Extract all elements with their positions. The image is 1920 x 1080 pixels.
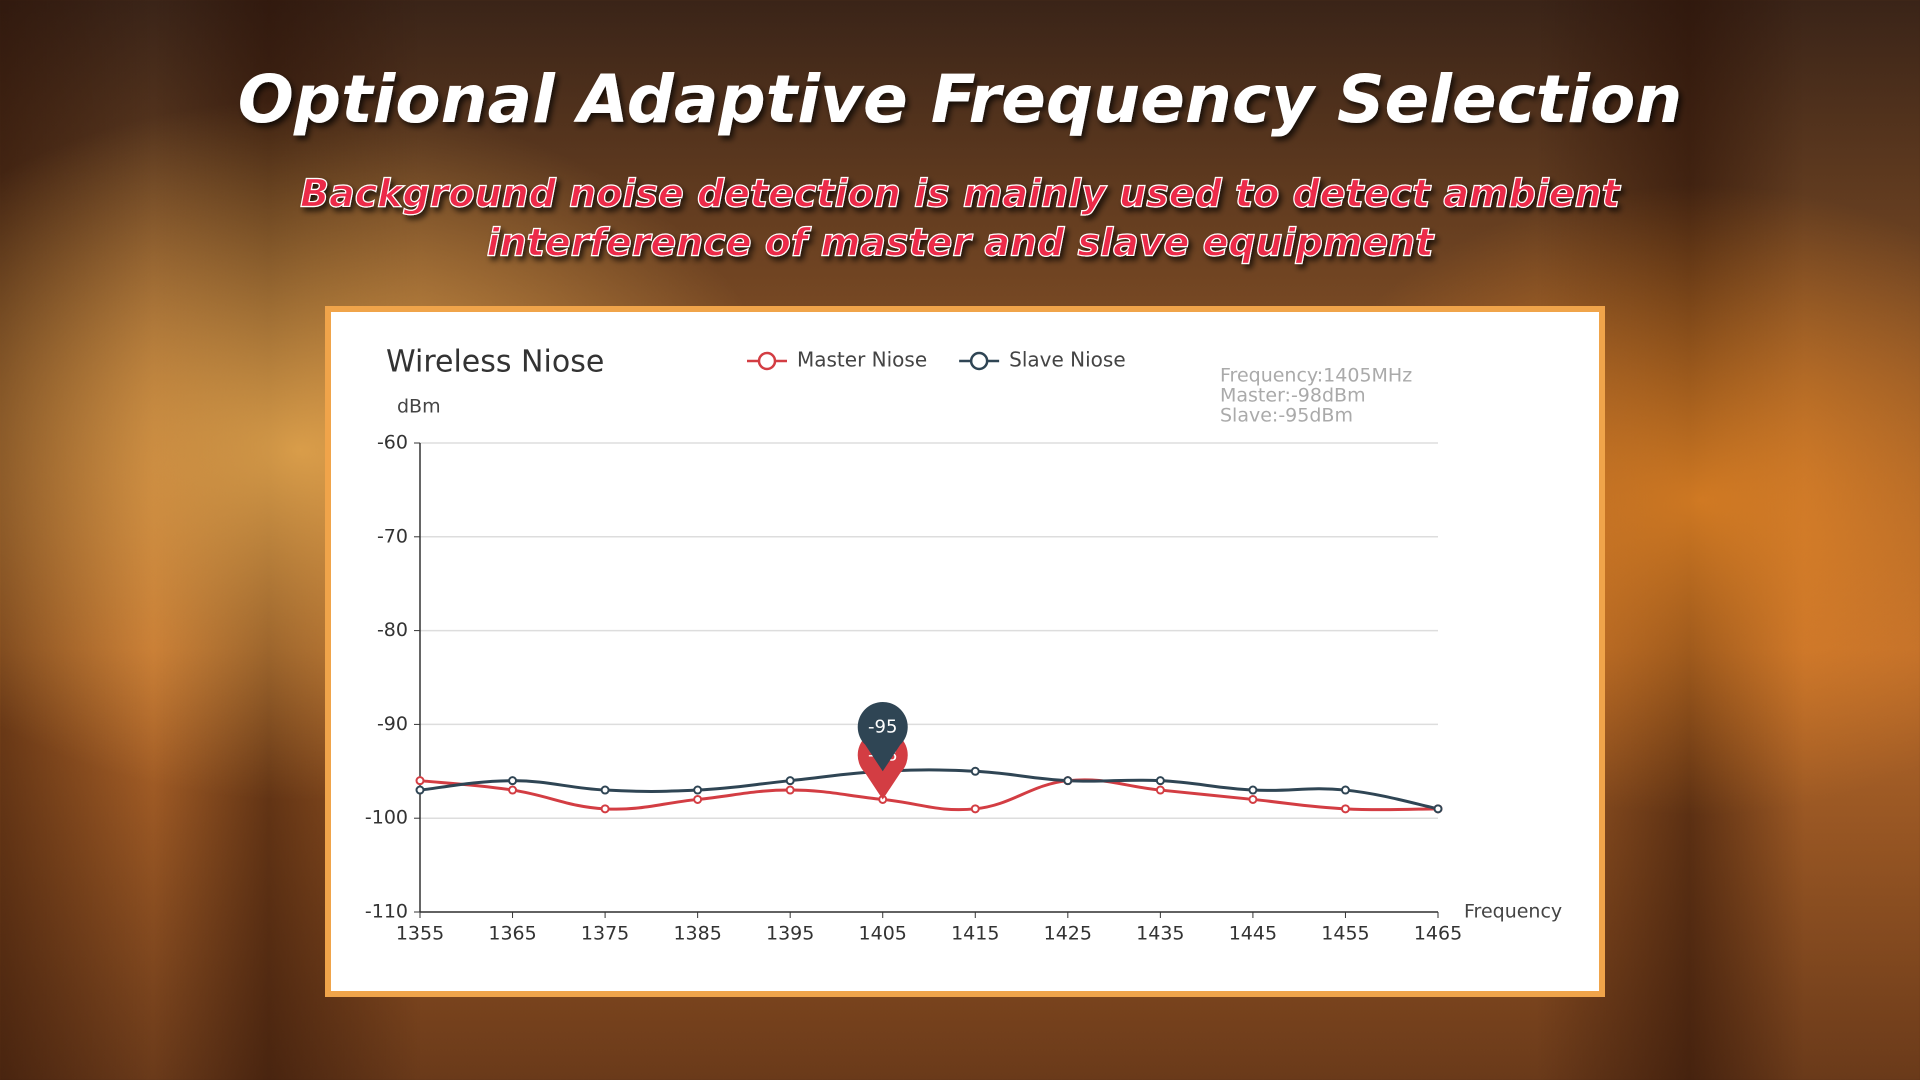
x-tick-label: 1375 — [581, 923, 629, 945]
chart-panel — [325, 306, 1605, 997]
point — [1248, 785, 1258, 795]
point — [693, 794, 703, 804]
point — [970, 804, 980, 814]
y-tick-label: -80 — [377, 619, 408, 641]
point — [415, 776, 425, 786]
series-line — [419, 778, 1439, 812]
legend-label: Master Niose — [797, 348, 927, 372]
point — [600, 804, 610, 814]
x-tick-label: 1355 — [396, 923, 444, 945]
x-tick-label: 1445 — [1229, 923, 1277, 945]
y-tick-label: -70 — [377, 525, 408, 547]
point — [1248, 794, 1258, 804]
legend-marker — [969, 351, 989, 371]
point — [508, 776, 518, 786]
x-tick-label: 1435 — [1136, 923, 1184, 945]
x-axis-label: Frequency — [1464, 901, 1562, 923]
point — [415, 785, 425, 795]
legend-marker — [757, 351, 777, 371]
x-tick-label: 1425 — [1044, 923, 1092, 945]
x-tick-label: 1465 — [1414, 923, 1462, 945]
tooltip-line: Master:-98dBm — [1220, 385, 1366, 407]
x-tick-label: 1415 — [951, 923, 999, 945]
point — [785, 785, 795, 795]
point — [1340, 804, 1350, 814]
x-tick-label: 1405 — [859, 923, 907, 945]
y-tick-label: -110 — [365, 901, 408, 923]
x-tick-label: 1395 — [766, 923, 814, 945]
tooltip-line: Slave:-95dBm — [1220, 405, 1353, 427]
tooltip-line: Frequency:1405MHz — [1220, 365, 1412, 387]
point — [1155, 776, 1165, 786]
point — [1433, 804, 1443, 814]
pin-label: -95 — [868, 716, 897, 737]
series-line — [419, 768, 1439, 811]
pin — [857, 701, 908, 772]
y-tick-label: -100 — [365, 807, 408, 829]
page-title: Optional Adaptive Frequency Selection — [238, 61, 1683, 138]
point — [508, 785, 518, 795]
subtitle: Background noise detection is mainly use… — [300, 172, 1622, 216]
point — [1340, 785, 1350, 795]
chart-title: Wireless Niose — [386, 345, 604, 380]
point — [1063, 776, 1073, 786]
y-tick-label: -60 — [377, 432, 408, 454]
point — [600, 785, 610, 795]
point — [693, 785, 703, 795]
y-tick-label: -90 — [377, 713, 408, 735]
legend-label: Slave Niose — [1009, 348, 1125, 372]
x-tick-label: 1365 — [488, 923, 536, 945]
x-tick-label: 1385 — [673, 923, 721, 945]
point — [970, 766, 980, 776]
point — [785, 776, 795, 786]
x-tick-label: 1455 — [1321, 923, 1369, 945]
point — [1155, 785, 1165, 795]
subtitle: interference of master and slave equipme… — [487, 221, 1436, 265]
y-axis-label: dBm — [397, 396, 441, 418]
